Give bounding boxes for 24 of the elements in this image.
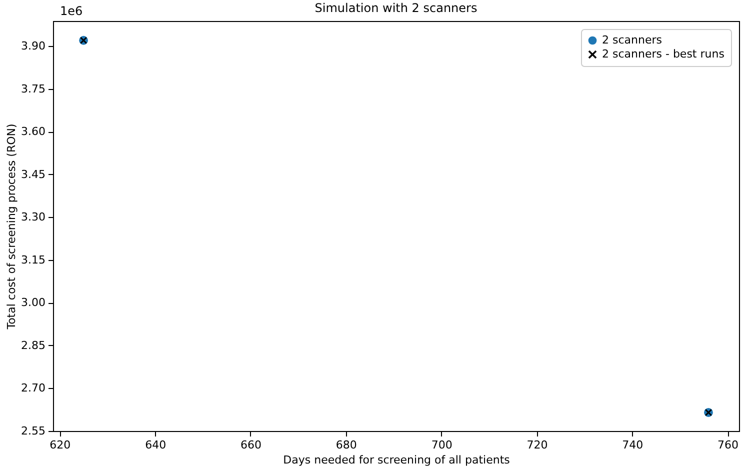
x-tick-label: 700 bbox=[431, 438, 452, 452]
x-tick-label: 660 bbox=[240, 438, 262, 452]
chart-title: Simulation with 2 scanners bbox=[314, 1, 478, 15]
y-tick-label: 3.90 bbox=[21, 40, 46, 53]
x-tick-label: 760 bbox=[718, 438, 739, 452]
y-tick-label: 2.55 bbox=[21, 424, 46, 438]
text: 1e6 bbox=[60, 4, 83, 18]
x-tick-label: 720 bbox=[526, 438, 548, 452]
x-tick-label: 620 bbox=[50, 438, 71, 452]
x-tick-label: 740 bbox=[622, 438, 644, 452]
legend-label: 2 scanners - best runs bbox=[602, 48, 725, 60]
y-tick-label: 3.30 bbox=[21, 210, 46, 224]
x-tick-label: 680 bbox=[336, 438, 357, 452]
x-tick-label: 640 bbox=[145, 438, 166, 452]
y-tick-label: 2.70 bbox=[21, 382, 46, 395]
y-tick-label: 3.00 bbox=[21, 296, 46, 310]
y-tick-label: 2.85 bbox=[21, 338, 46, 352]
x-axis-title: Days needed for screening of all patients bbox=[283, 454, 510, 466]
y-tick-label: 3.60 bbox=[21, 125, 46, 138]
y-axis-title: Total cost of screening process (RON) bbox=[5, 124, 18, 330]
y-tick-label: 3.75 bbox=[21, 82, 46, 96]
y-tick-label: 3.15 bbox=[21, 253, 46, 266]
legend-label: 2 scanners bbox=[602, 34, 662, 46]
y-tick-label: 3.45 bbox=[21, 168, 46, 181]
